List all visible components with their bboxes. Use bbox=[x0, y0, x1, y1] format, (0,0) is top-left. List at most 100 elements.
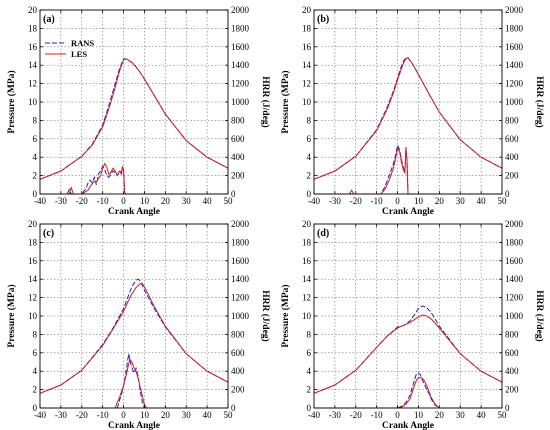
x-tick-label: 0 bbox=[121, 410, 126, 420]
y-left-tick-label: 10 bbox=[302, 311, 312, 321]
y-right-tick-label: 800 bbox=[505, 329, 519, 339]
x-tick-label: 40 bbox=[203, 410, 213, 420]
y-right-tick-label: 200 bbox=[505, 171, 519, 181]
y-right-tick-label: 200 bbox=[231, 385, 245, 395]
y-right-axis-label: HRR (J/deg) bbox=[534, 76, 545, 127]
x-tick-label: 20 bbox=[435, 196, 445, 206]
x-tick-label: 0 bbox=[395, 196, 400, 206]
x-tick-label: -10 bbox=[97, 410, 109, 420]
y-left-tick-label: 12 bbox=[28, 293, 37, 303]
y-right-tick-label: 1000 bbox=[231, 97, 250, 107]
y-right-tick-label: 1400 bbox=[505, 60, 524, 70]
y-right-tick-label: 800 bbox=[231, 115, 245, 125]
series-les-pressure-line bbox=[313, 314, 503, 394]
series-rans-hrr-line bbox=[40, 353, 228, 409]
y-right-tick-label: 400 bbox=[505, 366, 519, 376]
y-right-tick-label: 1000 bbox=[505, 97, 524, 107]
y-left-tick-label: 14 bbox=[302, 274, 312, 284]
series-les-pressure-line bbox=[313, 57, 503, 180]
y-right-tick-label: 1200 bbox=[231, 293, 250, 303]
y-left-tick-label: 6 bbox=[33, 348, 38, 358]
y-right-tick-label: 0 bbox=[231, 403, 236, 413]
y-right-tick-label: 800 bbox=[505, 115, 519, 125]
y-left-tick-label: 2 bbox=[307, 385, 312, 395]
y-left-tick-label: 12 bbox=[302, 79, 311, 89]
y-left-axis-label: Pressure (MPa) bbox=[280, 70, 291, 133]
x-tick-label: -40 bbox=[34, 196, 46, 206]
y-right-axis-label: HRR (J/deg) bbox=[260, 290, 271, 341]
x-tick-label: 40 bbox=[203, 196, 213, 206]
panel-label: (c) bbox=[43, 228, 54, 239]
y-right-tick-label: 1800 bbox=[505, 237, 524, 247]
x-tick-label: 30 bbox=[182, 196, 192, 206]
y-left-tick-label: 16 bbox=[302, 256, 312, 266]
series-les-hrr-line bbox=[314, 377, 502, 409]
y-left-tick-label: 14 bbox=[28, 60, 38, 70]
y-left-tick-label: 6 bbox=[307, 348, 312, 358]
y-left-tick-label: 10 bbox=[302, 97, 312, 107]
series-rans-pressure-line bbox=[39, 58, 229, 180]
series-rans-pressure-line bbox=[313, 57, 503, 180]
x-tick-label: 50 bbox=[224, 410, 234, 420]
y-right-tick-label: 0 bbox=[505, 189, 510, 199]
y-right-tick-label: 0 bbox=[231, 189, 236, 199]
panel-d: -40 -30 -20 -10 0 10 20 30 40 5002468101214161820… bbox=[280, 219, 545, 430]
y-right-tick-label: 2000 bbox=[231, 219, 250, 229]
series-les-hrr-line bbox=[314, 146, 502, 195]
series-les-hrr-line bbox=[40, 358, 228, 409]
x-axis-label: Crank Angle bbox=[108, 207, 160, 217]
series-les-hrr-line bbox=[40, 162, 228, 195]
x-tick-label: -10 bbox=[371, 410, 383, 420]
y-left-tick-label: 8 bbox=[307, 115, 312, 125]
legend-label-rans: RANS bbox=[71, 38, 94, 48]
panel-label: (a) bbox=[43, 14, 55, 25]
x-tick-label: 0 bbox=[121, 196, 126, 206]
y-right-tick-label: 1200 bbox=[231, 79, 250, 89]
y-left-axis-label: Pressure (MPa) bbox=[280, 284, 291, 347]
y-right-tick-label: 1400 bbox=[231, 274, 250, 284]
x-tick-label: 30 bbox=[456, 196, 466, 206]
x-tick-label: -30 bbox=[329, 196, 341, 206]
series-rans-pressure-line bbox=[39, 278, 229, 394]
y-left-tick-label: 20 bbox=[302, 5, 312, 15]
x-tick-label: 10 bbox=[140, 196, 150, 206]
x-tick-label: 40 bbox=[477, 410, 487, 420]
y-left-tick-label: 6 bbox=[307, 134, 312, 144]
x-tick-label: 10 bbox=[414, 410, 424, 420]
y-left-tick-label: 18 bbox=[302, 23, 312, 33]
y-left-tick-label: 4 bbox=[33, 152, 38, 162]
y-left-tick-label: 0 bbox=[307, 403, 312, 413]
y-left-tick-label: 16 bbox=[302, 42, 312, 52]
y-right-tick-label: 200 bbox=[231, 171, 245, 181]
x-tick-label: -20 bbox=[350, 196, 362, 206]
x-tick-label: -20 bbox=[76, 196, 88, 206]
x-tick-label: 20 bbox=[161, 410, 171, 420]
y-left-tick-label: 8 bbox=[33, 115, 38, 125]
y-left-tick-label: 6 bbox=[33, 134, 38, 144]
y-right-tick-label: 1200 bbox=[505, 79, 524, 89]
x-tick-label: -20 bbox=[76, 410, 88, 420]
series-rans-hrr-line bbox=[40, 165, 228, 195]
x-axis-label: Crank Angle bbox=[382, 421, 434, 430]
y-left-tick-label: 10 bbox=[28, 97, 38, 107]
panel-label: (b) bbox=[317, 14, 329, 25]
y-right-tick-label: 1200 bbox=[505, 293, 524, 303]
y-right-tick-label: 600 bbox=[231, 348, 245, 358]
y-left-tick-label: 2 bbox=[33, 171, 38, 181]
y-right-tick-label: 2000 bbox=[231, 5, 250, 15]
x-tick-label: 50 bbox=[224, 196, 234, 206]
x-tick-label: 30 bbox=[182, 410, 192, 420]
y-left-tick-label: 4 bbox=[33, 366, 38, 376]
y-left-tick-label: 8 bbox=[33, 329, 38, 339]
x-tick-label: 50 bbox=[498, 196, 508, 206]
y-right-tick-label: 1000 bbox=[231, 311, 250, 321]
x-tick-label: 40 bbox=[477, 196, 487, 206]
y-left-tick-label: 20 bbox=[28, 5, 38, 15]
y-left-tick-label: 2 bbox=[33, 385, 38, 395]
legend-label-les: LES bbox=[71, 49, 87, 59]
panel-b: -40 -30 -20 -10 0 10 20 30 40 5002468101214161820… bbox=[280, 5, 545, 217]
panel-c: -40 -30 -20 -10 0 10 20 30 40 5002468101214161820… bbox=[6, 219, 271, 430]
y-left-tick-label: 16 bbox=[28, 42, 38, 52]
y-left-tick-label: 18 bbox=[302, 237, 312, 247]
